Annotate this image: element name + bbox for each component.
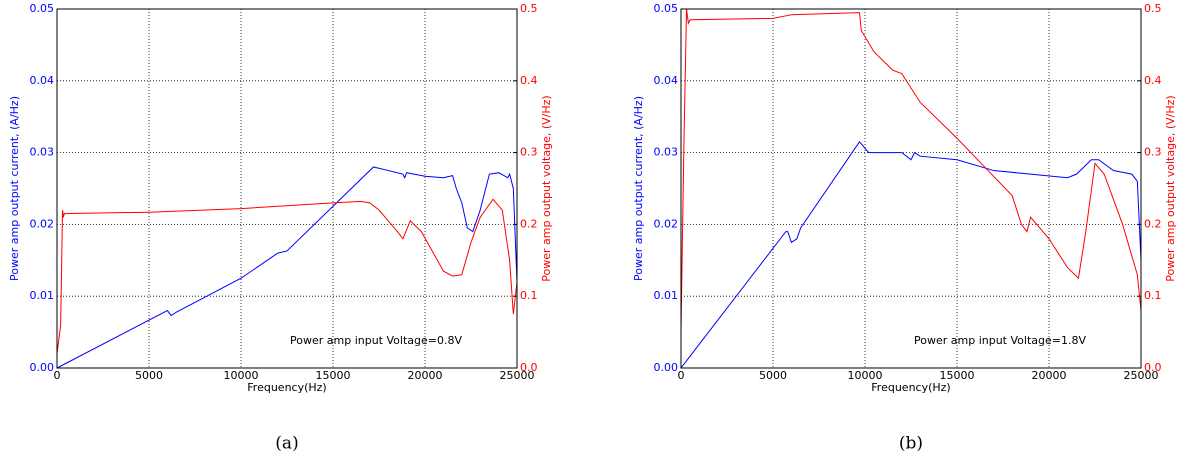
y2-tick-label: 0.3 <box>520 146 538 159</box>
x-axis-label: Frequency(Hz) <box>247 381 326 394</box>
y2-tick-label: 0.0 <box>520 361 538 374</box>
x-tick-label: 10000 <box>848 369 883 382</box>
panel: 0 5000 10000 15000 20000 25000 0.00 0.01 0.02 0.0… <box>632 2 1177 454</box>
y-tick-label: 0.01 <box>654 289 679 302</box>
x-tick-label: 0 <box>54 369 61 382</box>
series-line <box>56 198 518 354</box>
series-line <box>680 141 1142 369</box>
annotation: Power amp input Voltage=1.8V <box>914 334 1086 347</box>
y2-axis-label: Power amp output voltage, (V/Hz) <box>1164 95 1177 281</box>
y-tick-label: 0.03 <box>654 146 679 159</box>
y2-tick-label: 0.1 <box>520 289 538 302</box>
y-tick-label: 0.00 <box>30 361 55 374</box>
series-line <box>56 166 518 369</box>
x-axis-label: Frequency(Hz) <box>871 381 950 394</box>
y-tick-label: 0.01 <box>30 289 55 302</box>
y-tick-label: 0.00 <box>654 361 679 374</box>
y2-tick-label: 0.1 <box>1144 289 1162 302</box>
y-tick-label: 0.03 <box>30 146 55 159</box>
y2-tick-label: 0.0 <box>1144 361 1162 374</box>
x-tick-label: 5000 <box>759 369 787 382</box>
series-line <box>680 8 1142 333</box>
y-tick-label: 0.05 <box>654 2 679 15</box>
x-tick-label: 15000 <box>316 369 351 382</box>
plot-frame <box>56 8 518 369</box>
y2-tick-label: 0.5 <box>1144 2 1162 15</box>
x-tick-label: 5000 <box>135 369 163 382</box>
y-axis-label: Power amp output current, (A/Hz) <box>8 96 21 281</box>
x-tick-label: 10000 <box>224 369 259 382</box>
x-tick-label: 25000 <box>1124 369 1159 382</box>
x-tick-label: 15000 <box>940 369 975 382</box>
y-tick-label: 0.04 <box>30 74 55 87</box>
x-tick-label: 25000 <box>500 369 535 382</box>
y-tick-label: 0.05 <box>30 2 55 15</box>
plot-frame <box>680 8 1142 369</box>
x-tick-label: 20000 <box>1032 369 1067 382</box>
y-axis-label: Power amp output current, (A/Hz) <box>632 96 645 281</box>
y2-tick-label: 0.4 <box>520 74 538 87</box>
y2-tick-label: 0.4 <box>1144 74 1162 87</box>
x-tick-label: 20000 <box>408 369 443 382</box>
y-tick-label: 0.02 <box>654 217 679 230</box>
x-tick-label: 0 <box>678 369 685 382</box>
y-tick-label: 0.02 <box>30 217 55 230</box>
y2-tick-label: 0.2 <box>1144 217 1162 230</box>
caption: (a) <box>275 434 298 454</box>
caption: (b) <box>899 434 923 454</box>
y2-tick-label: 0.2 <box>520 217 538 230</box>
annotation: Power amp input Voltage=0.8V <box>290 334 462 347</box>
panel: 0 5000 10000 15000 20000 25000 0.00 0.01 0.02 0.0… <box>8 2 553 454</box>
y2-tick-label: 0.5 <box>520 2 538 15</box>
y2-axis-label: Power amp output voltage, (V/Hz) <box>540 95 553 281</box>
y-tick-label: 0.04 <box>654 74 679 87</box>
y2-tick-label: 0.3 <box>1144 146 1162 159</box>
